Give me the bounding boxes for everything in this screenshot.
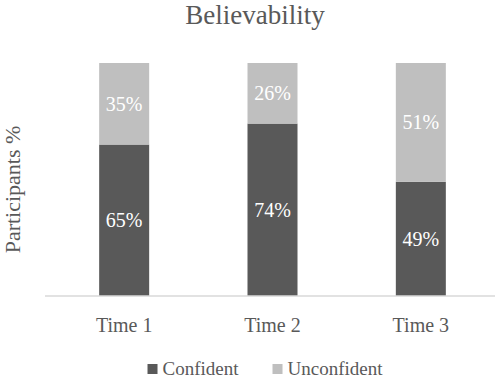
data-label: 51% bbox=[402, 111, 439, 133]
bars bbox=[99, 63, 446, 296]
data-label: 49% bbox=[402, 228, 439, 250]
x-tick-label: Time 2 bbox=[244, 314, 301, 336]
legend-label: Confident bbox=[163, 358, 240, 379]
data-label: 74% bbox=[254, 199, 291, 221]
bar-segment bbox=[99, 63, 149, 145]
x-axis-line bbox=[45, 295, 495, 297]
bar-segment bbox=[396, 182, 446, 296]
bar-segment bbox=[248, 63, 298, 124]
data-label: 65% bbox=[106, 209, 143, 231]
bar-segment bbox=[248, 124, 298, 296]
legend-swatch bbox=[273, 364, 283, 374]
legend-swatch bbox=[148, 364, 158, 374]
chart-svg: Believability Participants % 65% 74% 49% 35% 2… bbox=[0, 0, 500, 385]
data-label: 26% bbox=[254, 82, 291, 104]
data-labels: 65% 74% 49% 35% 26% 51% bbox=[106, 82, 439, 250]
x-tick-label: Time 1 bbox=[96, 314, 153, 336]
data-label: 35% bbox=[106, 93, 143, 115]
bar-segment bbox=[396, 63, 446, 182]
bar-segment bbox=[99, 145, 149, 296]
title: Believability bbox=[185, 0, 325, 30]
legend: Confident Unconfident bbox=[148, 358, 384, 379]
y-axis-label: Participants % bbox=[0, 126, 25, 254]
chart-container: Believability Participants % 65% 74% 49% 35% 2… bbox=[0, 0, 500, 385]
x-tick-label: Time 3 bbox=[393, 314, 450, 336]
legend-label: Unconfident bbox=[288, 358, 384, 379]
